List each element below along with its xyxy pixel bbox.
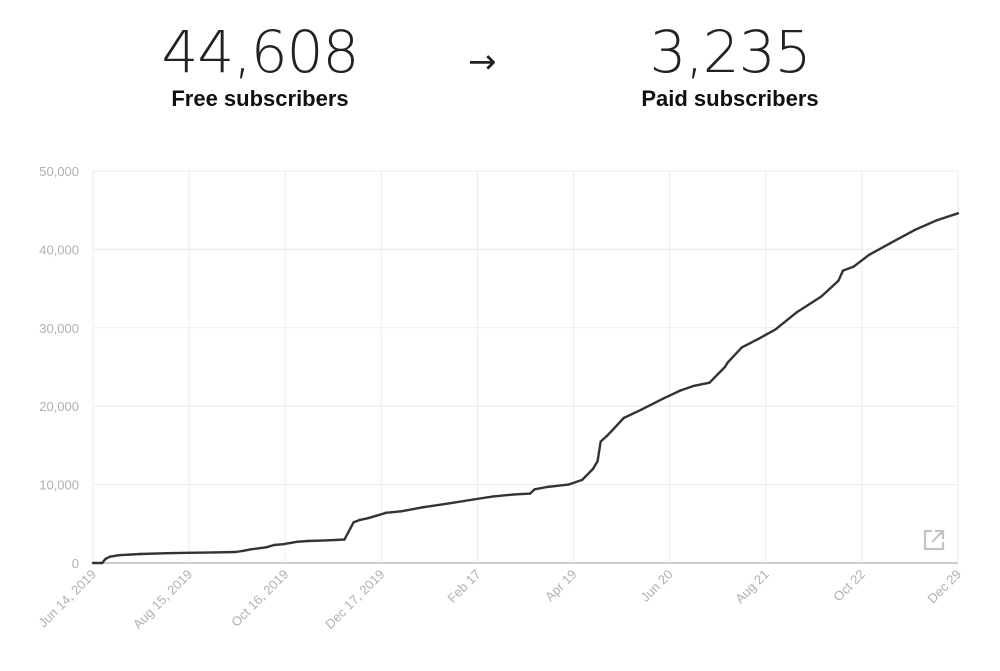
data-point	[622, 416, 625, 420]
data-point	[528, 492, 532, 495]
data-point	[101, 561, 104, 565]
data-point	[679, 389, 682, 392]
data-point	[104, 557, 107, 561]
free-subscribers-count: 44,608	[161, 18, 360, 86]
data-point	[295, 540, 299, 543]
data-point	[343, 538, 346, 541]
data-point	[421, 506, 424, 509]
x-tick-label: Oct 16, 2019	[228, 567, 291, 630]
data-point	[352, 521, 355, 524]
free-subscribers-series-line	[93, 212, 959, 565]
data-point	[693, 384, 696, 387]
free-subscribers-stat: 44,608 Free subscribers	[110, 18, 410, 112]
data-point	[91, 561, 95, 565]
data-point	[708, 381, 711, 384]
data-point	[242, 549, 245, 552]
data-point	[545, 485, 549, 489]
data-point	[349, 526, 352, 529]
paid-subscribers-label: Paid subscribers	[641, 86, 819, 111]
data-point	[513, 493, 516, 496]
data-point	[610, 430, 613, 433]
data-point	[913, 228, 917, 231]
data-point	[567, 483, 570, 486]
x-tick-label: Feb 17	[444, 567, 483, 606]
x-tick-label: Aug 15, 2019	[130, 567, 195, 632]
data-point	[249, 548, 253, 551]
data-point	[935, 219, 938, 222]
data-point	[889, 241, 892, 245]
x-tick-label: Oct 22	[830, 567, 868, 605]
x-tick-label: Jun 14, 2019	[35, 567, 99, 631]
data-point	[366, 517, 369, 520]
right-arrow-icon: →	[468, 42, 497, 82]
data-point	[723, 365, 727, 369]
data-point	[213, 551, 216, 554]
data-point	[639, 408, 642, 412]
data-point	[186, 551, 190, 554]
data-point	[841, 269, 845, 272]
x-tick-label: Jun 20	[638, 567, 676, 605]
data-point	[282, 543, 285, 546]
paid-subscribers-count: 3,235	[649, 18, 811, 86]
data-point	[234, 550, 237, 554]
data-point	[447, 502, 450, 505]
x-tick-label: Apr 19	[542, 567, 580, 605]
x-tick-label: Dec 29	[924, 567, 964, 607]
data-point	[867, 253, 871, 257]
data-point	[165, 552, 168, 555]
x-tick-label: Aug 21	[732, 567, 772, 607]
data-point	[591, 467, 595, 471]
data-point	[139, 552, 142, 556]
y-tick-label: 30,000	[39, 321, 79, 336]
x-tick-label: Dec 17, 2019	[322, 567, 387, 632]
y-tick-label: 20,000	[39, 399, 79, 414]
data-point	[265, 546, 268, 549]
data-point	[774, 328, 777, 331]
y-tick-label: 10,000	[39, 478, 79, 493]
data-point	[306, 539, 309, 543]
data-point	[400, 510, 403, 513]
data-point	[328, 539, 331, 542]
data-point	[581, 478, 584, 482]
data-point	[492, 495, 495, 498]
data-point	[837, 279, 840, 282]
data-point	[117, 554, 121, 557]
data-point	[533, 488, 536, 491]
free-subscribers-label: Free subscribers	[171, 86, 349, 111]
data-point	[472, 498, 475, 501]
data-point	[757, 337, 760, 340]
data-point	[596, 459, 599, 463]
data-point	[358, 518, 362, 522]
data-point	[108, 555, 112, 558]
data-point	[599, 440, 602, 443]
y-tick-label: 40,000	[39, 242, 79, 257]
y-tick-label: 50,000	[39, 164, 79, 179]
data-point	[740, 346, 743, 349]
data-point	[726, 361, 730, 364]
data-point	[605, 434, 608, 438]
data-point	[956, 212, 960, 215]
data-point	[662, 397, 665, 400]
paid-subscribers-stat: 3,235 Paid subscribers	[580, 18, 880, 112]
data-point	[384, 511, 388, 514]
data-point	[852, 265, 855, 268]
data-point	[820, 295, 823, 298]
data-point	[377, 514, 380, 517]
data-point	[272, 543, 276, 547]
external-link-icon[interactable]	[921, 527, 947, 553]
data-point	[795, 310, 799, 314]
y-tick-label: 0	[72, 556, 79, 571]
